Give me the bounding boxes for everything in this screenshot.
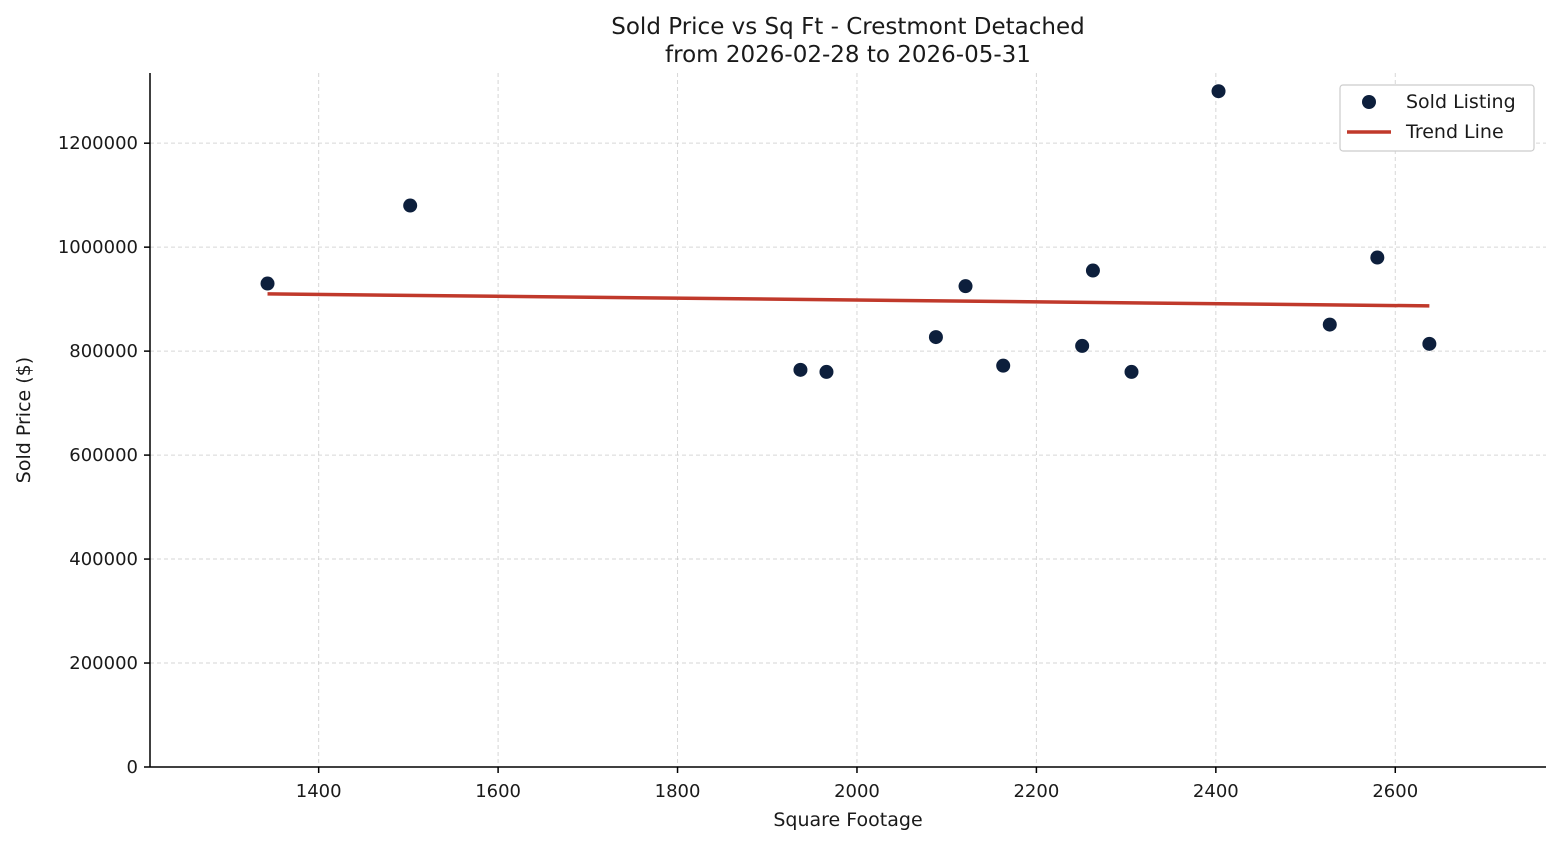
trend-line-layer xyxy=(267,292,1430,308)
y-axis-ticks: 0 200000 400000 600000 800000 1000000 1200000 xyxy=(58,133,150,778)
legend-box xyxy=(1339,84,1535,152)
data-point xyxy=(260,276,275,291)
data-point xyxy=(1322,317,1337,332)
y-tick-label: 800000 xyxy=(69,341,138,362)
points-layer xyxy=(260,84,1437,379)
x-tick-label: 2000 xyxy=(834,781,880,802)
x-tick-label: 1400 xyxy=(296,781,342,802)
data-point xyxy=(1422,336,1437,351)
y-axis-label: Sold Price ($) xyxy=(13,357,35,483)
data-point xyxy=(403,198,418,213)
data-point xyxy=(1124,364,1139,379)
x-tick-label: 1800 xyxy=(655,781,701,802)
chart-subtitle: from 2026-02-28 to 2026-05-31 xyxy=(665,42,1031,68)
y-tick-label: 1000000 xyxy=(58,237,138,258)
chart-title: Sold Price vs Sq Ft - Crestmont Detached xyxy=(611,14,1084,40)
legend: Sold Listing Trend Line xyxy=(1339,84,1535,152)
y-tick-label: 400000 xyxy=(69,549,138,570)
y-tick-label: 200000 xyxy=(69,653,138,674)
legend-label-sold-listing: Sold Listing xyxy=(1406,91,1516,113)
x-axis-ticks: 1400 1600 1800 2000 2200 2400 2600 xyxy=(296,767,1418,802)
y-tick-label: 600000 xyxy=(69,445,138,466)
x-tick-label: 1600 xyxy=(475,781,521,802)
data-point xyxy=(793,362,808,377)
data-point xyxy=(958,279,973,294)
data-point xyxy=(1370,250,1385,265)
x-tick-label: 2400 xyxy=(1193,781,1239,802)
legend-label-trend-line: Trend Line xyxy=(1405,121,1504,143)
data-point xyxy=(1211,84,1226,99)
x-axis-label: Square Footage xyxy=(773,809,922,831)
data-point xyxy=(928,330,943,345)
legend-marker-sold-listing xyxy=(1362,95,1376,109)
y-tick-label: 1200000 xyxy=(58,133,138,154)
y-tick-label: 0 xyxy=(127,757,138,778)
data-point xyxy=(1085,263,1100,278)
data-point xyxy=(819,364,834,379)
trend-line xyxy=(267,292,1430,308)
data-point xyxy=(996,358,1011,373)
x-tick-label: 2200 xyxy=(1013,781,1059,802)
data-point xyxy=(1075,338,1090,353)
grid xyxy=(150,73,1546,768)
x-tick-label: 2600 xyxy=(1372,781,1418,802)
